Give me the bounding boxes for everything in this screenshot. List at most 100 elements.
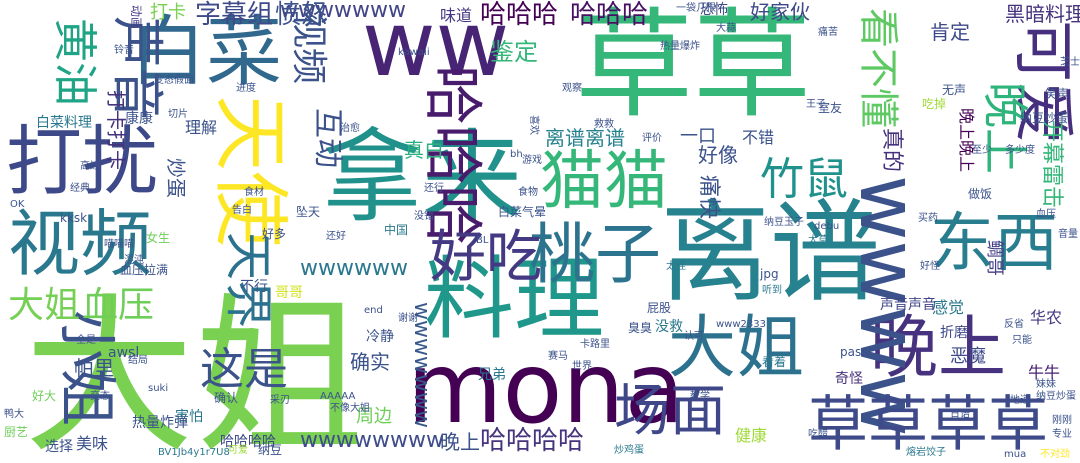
- word: 厨艺: [4, 425, 29, 439]
- word: 确实: [350, 350, 390, 374]
- word: 好吃: [430, 225, 542, 290]
- word: 味道: [440, 6, 473, 25]
- word: 美味: [76, 434, 109, 453]
- word: kksk: [60, 211, 88, 225]
- word: 桃子: [529, 216, 661, 293]
- word: 评价: [642, 133, 662, 144]
- word: 猫猫: [540, 145, 668, 219]
- word: 看不懂: [855, 8, 901, 128]
- word: 没错: [414, 211, 434, 222]
- word: 真白: [404, 138, 444, 162]
- word: 纳豆炒蛋: [1036, 391, 1076, 402]
- word: 做饭: [968, 187, 993, 201]
- word: 奇怪: [835, 371, 863, 387]
- word: 声音声音: [880, 297, 936, 313]
- word: 互动: [310, 108, 345, 168]
- word: 字幕组: [195, 0, 274, 30]
- word: 谢谢: [398, 313, 418, 324]
- word: 感觉: [932, 298, 965, 317]
- word: 认可: [684, 331, 704, 342]
- word: 只能: [1012, 335, 1032, 346]
- word: 开幕雷击: [1039, 120, 1064, 209]
- word: 全是: [76, 335, 96, 346]
- word: 兄弟: [478, 367, 506, 383]
- word: 周边: [356, 406, 392, 427]
- word: 血压拉满: [120, 263, 169, 277]
- word: 女生: [146, 231, 171, 245]
- word: 屁股: [647, 301, 672, 315]
- word: 熔岩饺子: [906, 447, 946, 458]
- word: 好家伙: [750, 0, 810, 24]
- word: 不错: [742, 128, 775, 147]
- word: 好大: [32, 389, 57, 403]
- word: 场面: [614, 379, 726, 444]
- word: 不像大姐: [330, 403, 370, 414]
- word: 折磨: [940, 325, 968, 341]
- word: 刚刚: [1052, 415, 1072, 426]
- word: 高达: [80, 161, 100, 172]
- word: 听到: [762, 285, 782, 296]
- word: 血压: [1036, 209, 1056, 220]
- word: 炒鸡蛋: [614, 445, 644, 456]
- word: 喵喵喵: [104, 239, 134, 250]
- word: 打扰: [6, 117, 158, 206]
- word: 晚上: [870, 309, 1007, 388]
- word: mona: [407, 332, 685, 446]
- word: 进度: [236, 83, 256, 94]
- word: 哈哈哈: [480, 0, 559, 30]
- word: jpg: [760, 267, 779, 281]
- word: 混沌: [124, 255, 144, 266]
- word: 晚上晚上: [957, 108, 976, 173]
- word: 一口: [680, 126, 716, 147]
- word: 牛牛: [1028, 363, 1061, 382]
- word: 天使: [206, 95, 295, 247]
- word: 地道: [1010, 395, 1030, 406]
- word: 白菜气晕: [498, 205, 547, 219]
- word: 热量爆炸: [660, 41, 700, 52]
- word: 大姐: [24, 279, 365, 463]
- word: 痛苦: [818, 27, 838, 38]
- word: 吃掉: [922, 97, 947, 111]
- word: 确认: [214, 391, 239, 405]
- word: 变态: [90, 391, 110, 402]
- word: 纳豆玉子: [764, 217, 804, 228]
- word: mua: [1004, 449, 1027, 460]
- word: 打卡: [150, 2, 186, 23]
- word: OK: [10, 199, 25, 210]
- word: 大姐: [8, 285, 81, 326]
- word: 室友: [818, 101, 843, 115]
- word: 救救: [594, 119, 614, 130]
- word: 离谱: [660, 189, 880, 317]
- word: awsl: [108, 345, 140, 361]
- word: 视频: [8, 202, 153, 286]
- word: 王子: [806, 99, 826, 110]
- word: 铃音: [114, 45, 134, 56]
- word: 卡路里: [580, 339, 610, 350]
- word: 太怪: [666, 261, 686, 272]
- word: 草草草草: [808, 390, 1048, 460]
- word: bh: [510, 149, 523, 160]
- word: 痛快: [696, 175, 721, 220]
- word: 芝士: [1060, 57, 1080, 68]
- word: 白菜料理: [36, 115, 92, 131]
- word: 华农: [1030, 308, 1063, 327]
- word: 还行: [424, 183, 444, 194]
- word: 游戏: [522, 155, 542, 166]
- word: 选择: [45, 439, 73, 455]
- word: 动画: [129, 5, 143, 30]
- word: 可爱: [228, 445, 248, 456]
- word: 买药: [918, 213, 938, 224]
- word: 一袋几根: [676, 3, 716, 14]
- word: 鉴定: [490, 38, 538, 66]
- word: 太草: [808, 235, 828, 246]
- word: 还好: [326, 231, 346, 242]
- word: 肯定: [930, 20, 970, 44]
- word: 竹鼠: [760, 154, 848, 205]
- word: 鸭大: [4, 409, 24, 420]
- word: 不对劲: [1040, 449, 1070, 460]
- word: 康康: [125, 111, 153, 127]
- word: 愤怒: [275, 0, 328, 30]
- word: 臭臭: [628, 321, 653, 335]
- word: 纳豆炒蛋: [1020, 111, 1069, 125]
- word: 喜欢: [528, 115, 539, 135]
